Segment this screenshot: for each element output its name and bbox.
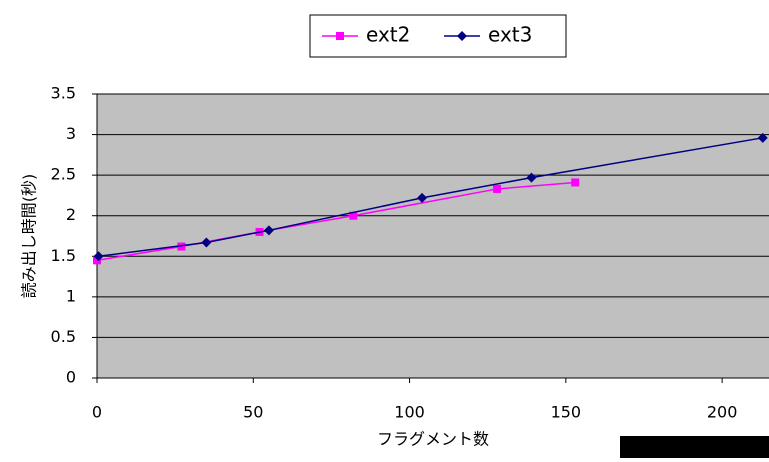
marker [493, 184, 502, 193]
x-tick-label: 200 [707, 403, 738, 422]
x-axis-label: フラグメント数 [377, 430, 489, 449]
legend-label: ext3 [488, 23, 532, 47]
series-line [96, 181, 576, 262]
marker [349, 211, 358, 220]
y-tick-label: 0.5 [51, 327, 76, 346]
x-tick-label: 0 [92, 403, 102, 422]
marker [571, 178, 580, 187]
plot-area [97, 94, 769, 378]
x-tick-label: 150 [551, 403, 582, 422]
series-line [98, 137, 763, 258]
marker [93, 251, 104, 262]
marker [201, 237, 212, 248]
y-tick-label: 3.5 [51, 84, 76, 103]
marker [177, 242, 186, 251]
corner-image [620, 436, 769, 458]
marker [263, 225, 274, 236]
x-tick-label: 100 [394, 403, 425, 422]
marker [457, 31, 467, 41]
y-tick-label: 1 [66, 286, 76, 305]
y-tick-label: 3 [66, 124, 76, 143]
marker [417, 192, 428, 203]
marker [757, 132, 768, 143]
marker [93, 256, 101, 265]
y-tick-label: 1.5 [51, 246, 76, 265]
legend-label: ext2 [366, 23, 410, 47]
marker [526, 172, 537, 183]
marker [336, 32, 344, 40]
x-tick-label: 50 [243, 403, 263, 422]
y-tick-label: 2 [66, 205, 76, 224]
y-tick-label: 0 [66, 368, 76, 387]
y-axis-label: 読み出し時間(秒) [20, 174, 39, 299]
y-tick-label: 2.5 [51, 165, 76, 184]
